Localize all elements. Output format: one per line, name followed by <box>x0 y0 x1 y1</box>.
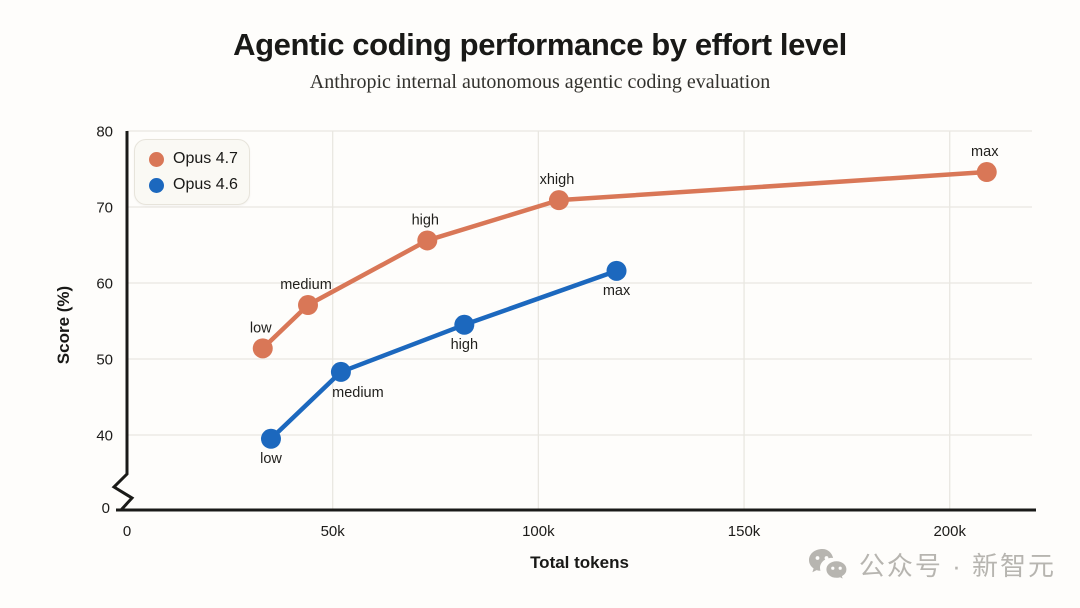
x-axis-title: Total tokens <box>530 553 629 572</box>
legend-item-opus-4-6: Opus 4.6 <box>149 176 243 194</box>
watermark-text: 公众号 · 新智元 <box>858 551 1056 581</box>
point-labels: low medium high xhigh max low medium high max <box>250 144 999 467</box>
y-tick-label: 80 <box>96 124 113 141</box>
data-series <box>252 162 997 449</box>
y-tick-label: 70 <box>96 200 113 217</box>
legend-item-opus-4-7: Opus 4.7 <box>149 150 243 168</box>
legend-label-opus-4-7: Opus 4.7 <box>173 150 238 167</box>
data-point-label-opus-4-7-xhigh: xhigh <box>540 172 575 188</box>
data-point-opus-4-7-low <box>252 338 273 359</box>
data-point-label-opus-4-7-medium: medium <box>280 277 332 293</box>
y-axis-line <box>111 131 135 512</box>
legend-marker-opus-4-7-icon <box>149 151 164 167</box>
data-point-label-opus-4-6-medium: medium <box>332 385 384 401</box>
data-point-opus-4-7-max <box>976 162 997 183</box>
tick-labels: 40 50 60 70 80 00 50k 100k 150k 200k <box>96 124 966 541</box>
y-tick-label: 50 <box>96 352 113 369</box>
series-line-opus-4-7 <box>260 169 989 351</box>
x-tick-label: 150k <box>728 523 761 540</box>
data-point-label-opus-4-6-high: high <box>451 337 478 353</box>
y-axis-break-origin-label: 0 <box>102 500 110 517</box>
series-line-opus-4-6 <box>268 268 619 442</box>
y-tick-label: 60 <box>96 276 113 293</box>
data-point-label-opus-4-6-max: max <box>603 283 631 299</box>
data-point-opus-4-6-high <box>454 314 475 335</box>
data-point-label-opus-4-7-high: high <box>412 212 439 228</box>
x-tick-label: 50k <box>321 523 346 540</box>
axes <box>111 131 1036 512</box>
y-tick-label: 40 <box>96 428 113 445</box>
data-point-opus-4-6-low <box>260 428 281 449</box>
chart-title: Agentic coding performance by effort lev… <box>233 27 847 62</box>
legend: Opus 4.7 Opus 4.6 <box>134 139 250 205</box>
legend-label-opus-4-6: Opus 4.6 <box>173 176 238 193</box>
grid-lines <box>127 130 1032 510</box>
wechat-icon <box>808 548 848 581</box>
y-axis-title: Score (%) <box>54 285 73 365</box>
data-point-opus-4-6-max <box>606 260 627 281</box>
data-point-opus-4-7-medium <box>298 295 318 316</box>
legend-marker-opus-4-6-icon <box>149 177 164 193</box>
x-tick-label: 100k <box>522 523 555 540</box>
data-point-opus-4-7-high <box>417 230 438 251</box>
chart-subtitle: Anthropic internal autonomous agentic co… <box>309 71 771 93</box>
data-point-opus-4-6-medium <box>330 361 351 382</box>
x-tick-label: 0 <box>123 523 131 540</box>
x-tick-label: 200k <box>933 523 966 540</box>
data-point-label-opus-4-7-max: max <box>971 144 999 160</box>
data-point-label-opus-4-6-low: low <box>260 451 282 467</box>
data-point-label-opus-4-7-low: low <box>250 320 272 336</box>
data-point-opus-4-7-xhigh <box>548 190 569 211</box>
watermark: 公众号 · 新智元 <box>807 546 1056 583</box>
